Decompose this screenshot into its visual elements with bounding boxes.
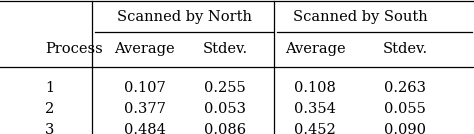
Text: 0.354: 0.354 (294, 102, 336, 116)
Text: 0.086: 0.086 (204, 123, 246, 134)
Text: Average: Average (114, 42, 175, 56)
Text: 0.090: 0.090 (384, 123, 426, 134)
Text: Process: Process (45, 42, 103, 56)
Text: 0.053: 0.053 (204, 102, 246, 116)
Text: Stdev.: Stdev. (202, 42, 248, 56)
Text: 0.108: 0.108 (294, 81, 336, 95)
Text: 3: 3 (45, 123, 55, 134)
Text: 1: 1 (45, 81, 54, 95)
Text: 0.055: 0.055 (384, 102, 426, 116)
Text: 0.377: 0.377 (124, 102, 165, 116)
Text: Stdev.: Stdev. (383, 42, 428, 56)
Text: 0.452: 0.452 (294, 123, 336, 134)
Text: 0.107: 0.107 (124, 81, 165, 95)
Text: 0.255: 0.255 (204, 81, 246, 95)
Text: Average: Average (285, 42, 346, 56)
Text: Scanned by South: Scanned by South (293, 10, 428, 24)
Text: 0.484: 0.484 (124, 123, 165, 134)
Text: 2: 2 (45, 102, 55, 116)
Text: Scanned by North: Scanned by North (118, 10, 252, 24)
Text: 0.263: 0.263 (384, 81, 426, 95)
